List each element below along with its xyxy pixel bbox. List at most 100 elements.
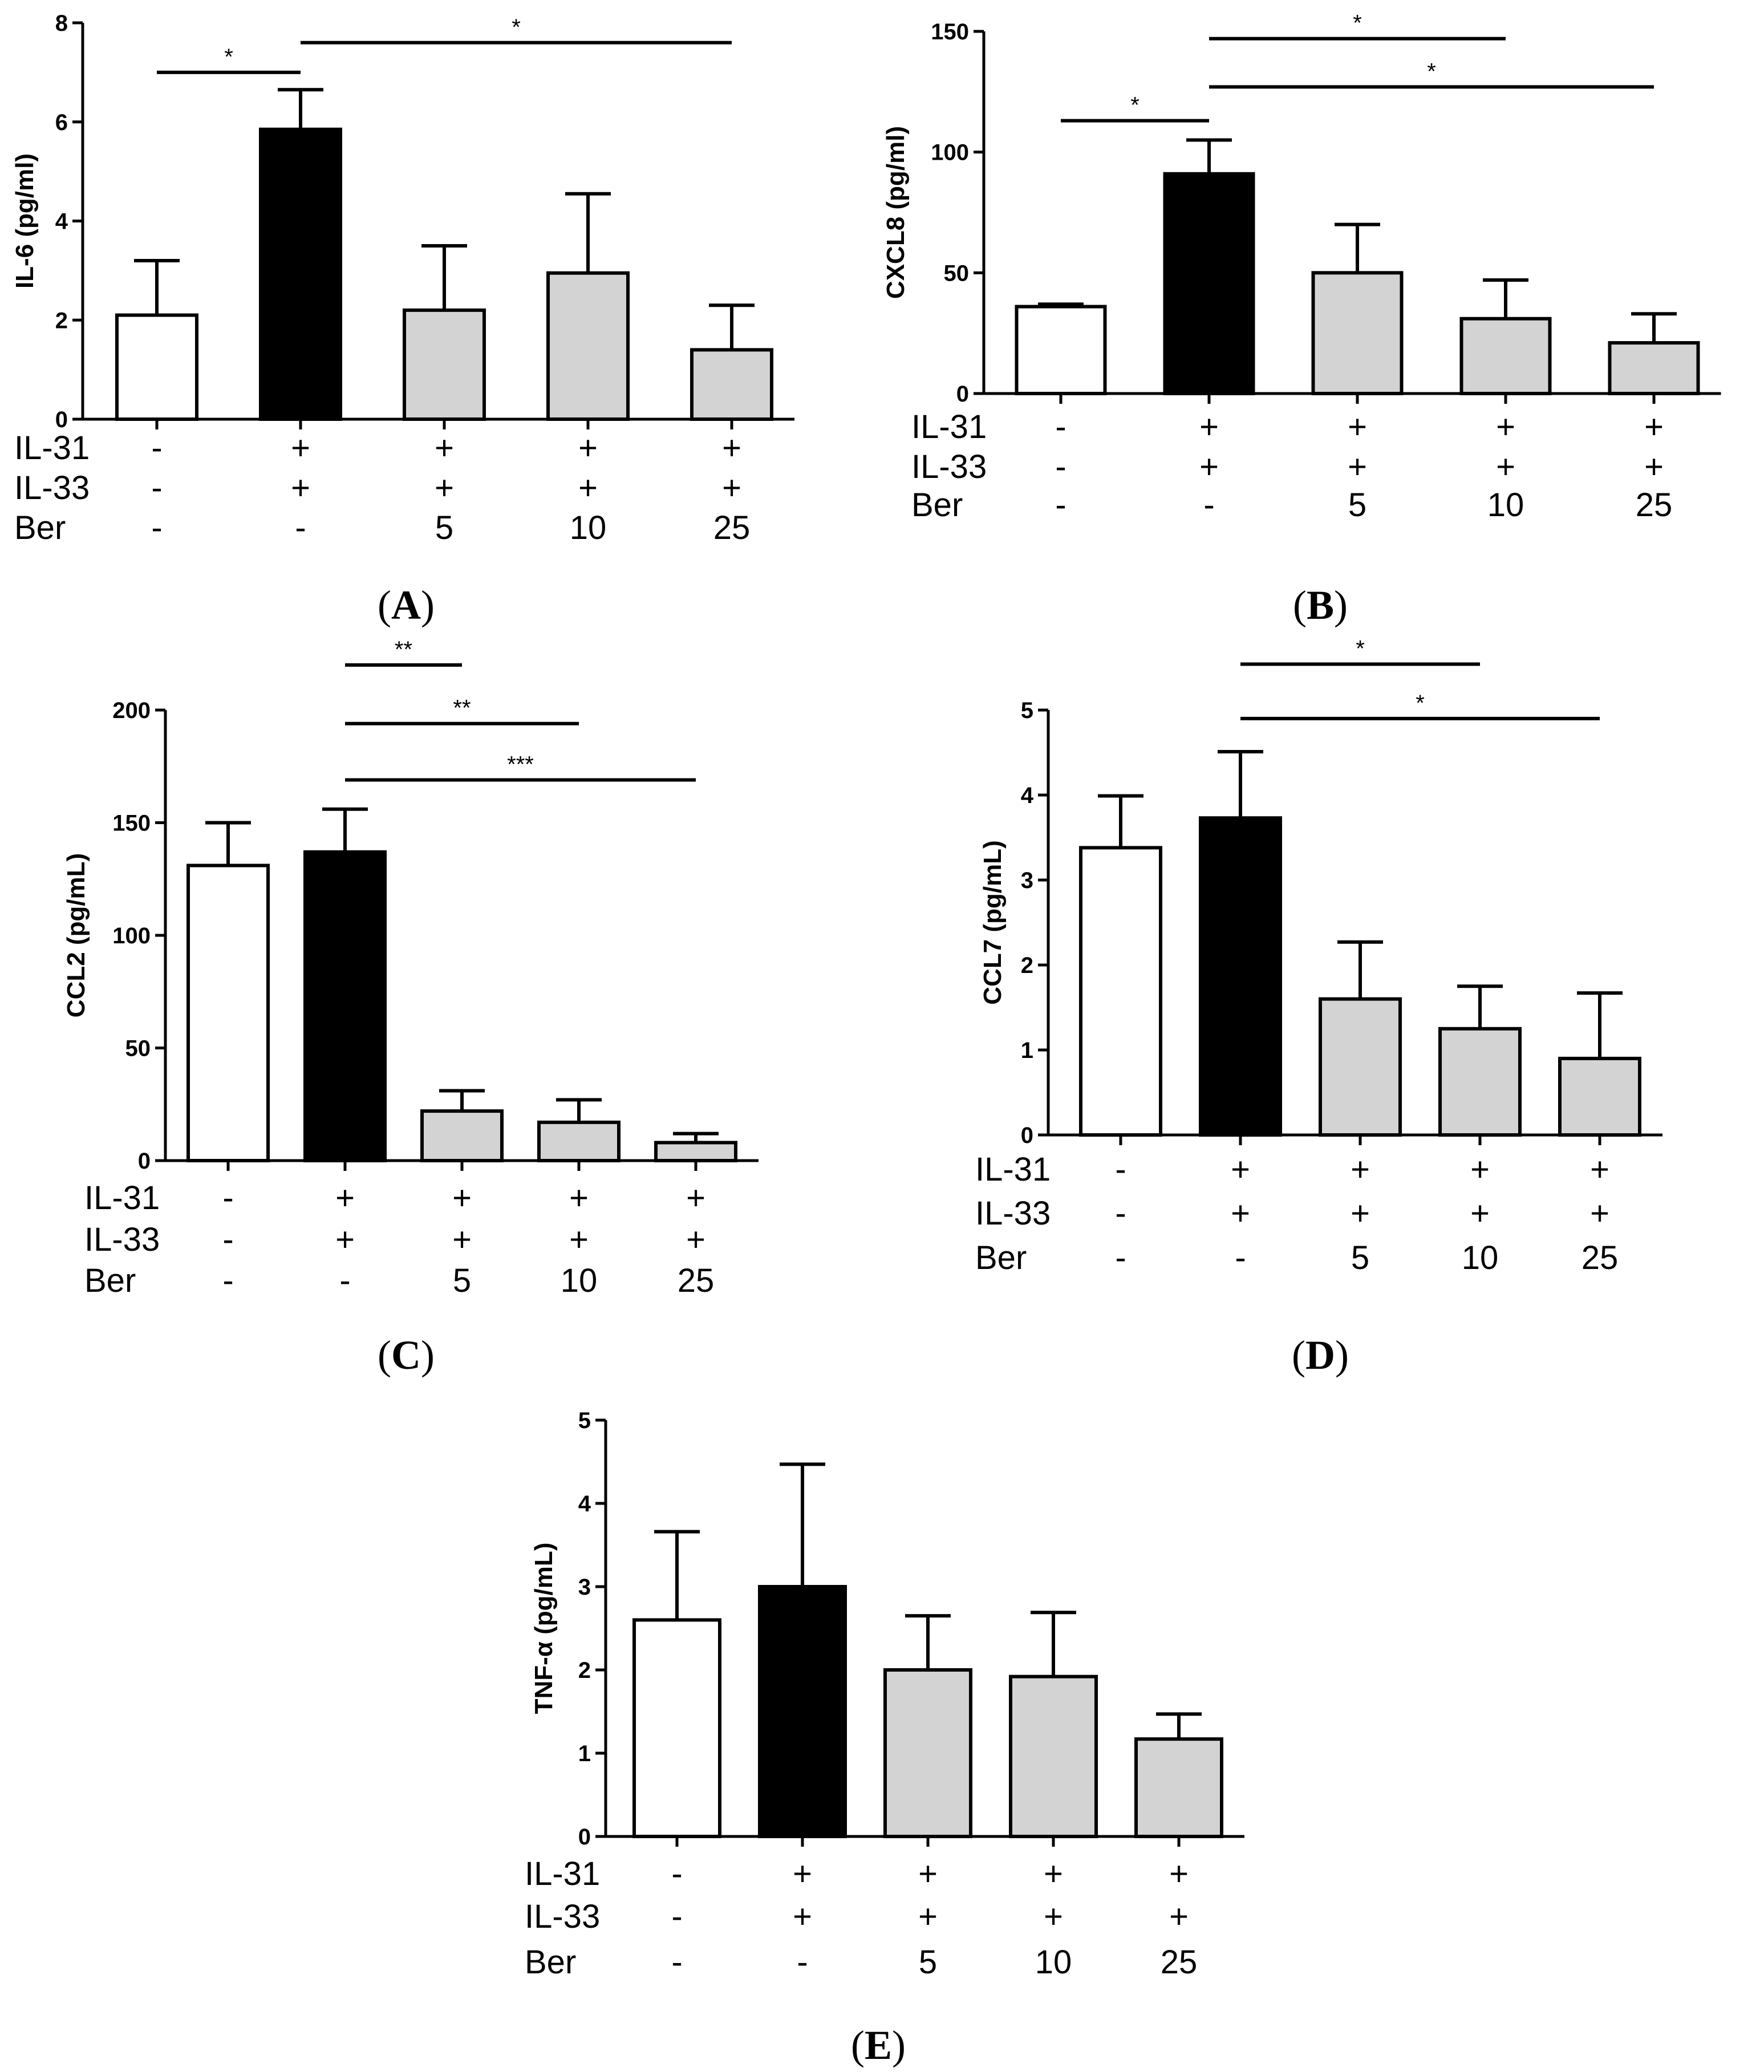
condition-value: 25 [1581,1239,1619,1276]
condition-value: + [918,1855,938,1892]
condition-value: + [793,1898,812,1935]
condition-value: - [151,469,162,506]
y-tick-label: 8 [55,11,68,36]
significance-label: * [1356,636,1365,662]
significance-label: * [1130,93,1139,118]
panel-d: 0 1 2 3 4 5 CCL7 (pg/mL) * * IL-31 - + + + + IL-33 - + + + +… [975,636,1662,1378]
y-tick-label: 100 [112,923,151,948]
y-tick-label: 0 [1021,1123,1033,1148]
panel-e: 0 1 2 3 4 5 TNF-α (pg/mL) IL-31 - + + + + IL-33 - + + + + B… [525,1408,1244,2068]
bar-ber-25 [654,1141,737,1163]
condition-value: + [578,429,598,467]
condition-value: - [222,1179,233,1217]
condition-value: 10 [1487,486,1524,524]
y-tick-label: 4 [1021,783,1034,808]
condition-value: 25 [1636,486,1673,524]
condition-row-label: IL-33 [525,1898,600,1935]
condition-value: 10 [1035,1944,1072,1981]
condition-value: + [291,469,310,506]
y-tick-label: 6 [55,110,68,135]
condition-value: + [335,1179,355,1217]
y-tick-label: 150 [112,811,151,836]
bar-control [1015,305,1107,395]
y-tick-label: 5 [578,1408,591,1433]
condition-row-label: Ber [14,509,66,546]
condition-row-label: Ber [911,486,963,524]
y-tick-label: 0 [956,382,969,407]
condition-row-label: IL-33 [14,469,90,506]
condition-value: 25 [678,1262,715,1299]
bar-ber-5 [403,308,486,421]
panel-caption: (A) [378,582,435,628]
condition-value: + [452,1221,472,1258]
bar-il-31-il-33 [303,850,387,1162]
bar-ber-5 [1319,997,1402,1137]
condition-value: - [1203,486,1214,524]
condition-value: 10 [1462,1239,1499,1276]
condition-value: + [435,429,454,467]
condition-value: + [722,429,741,467]
y-tick-label: 4 [578,1491,591,1517]
y-tick-label: 2 [1021,953,1033,978]
y-tick-label: 50 [125,1036,151,1061]
condition-value: + [1470,1151,1490,1188]
condition-value: 25 [1161,1944,1198,1981]
bar-control [632,1618,721,1838]
condition-value: - [151,509,162,546]
condition-value: + [1351,1195,1370,1232]
condition-value: + [435,469,454,506]
condition-value: - [671,1855,682,1892]
condition-value: - [1055,408,1066,445]
panel-caption: (C) [378,1332,435,1378]
condition-value: + [1169,1898,1189,1935]
condition-value: + [1590,1151,1609,1188]
y-axis-label: CCL2 (pg/mL) [62,853,90,1017]
condition-value: + [918,1898,938,1935]
condition-value: - [222,1262,233,1299]
bar-il-31-il-33 [1199,816,1282,1137]
y-tick-label: 5 [1021,698,1033,723]
condition-value: + [1470,1195,1490,1232]
y-tick-label: 50 [944,261,970,286]
condition-row-label: Ber [84,1262,136,1299]
condition-value: - [797,1944,808,1981]
bar-ber-10 [546,271,630,421]
condition-value: - [1115,1239,1126,1276]
bar-il-31-il-33 [758,1585,847,1838]
condition-row-label: IL-33 [84,1221,160,1258]
y-axis-label: CCL7 (pg/mL) [979,840,1007,1004]
condition-value: + [1644,408,1664,445]
bar-ber-10 [1009,1674,1098,1838]
significance-label: * [1353,11,1362,36]
condition-value: + [1199,448,1219,485]
condition-value: + [1169,1855,1189,1892]
y-tick-label: 100 [931,140,969,165]
condition-row-label: IL-31 [911,408,987,445]
condition-value: + [686,1221,705,1258]
bar-control [115,313,198,421]
y-tick-label: 1 [578,1741,591,1766]
panel-caption: (D) [1292,1332,1349,1378]
condition-value: + [1644,448,1664,485]
bar-ber-10 [1438,1027,1522,1137]
condition-row-label: IL-31 [975,1151,1051,1188]
significance-label: *** [507,752,534,777]
condition-value: - [671,1944,682,1981]
condition-value: 5 [435,509,453,546]
condition-value: - [295,509,306,546]
y-tick-label: 200 [112,698,151,723]
significance-label: * [224,44,233,70]
y-tick-label: 0 [55,407,68,432]
condition-value: - [1115,1195,1126,1232]
condition-value: + [1199,408,1219,445]
condition-value: - [1055,486,1066,524]
bar-ber-25 [1134,1737,1223,1838]
y-tick-label: 2 [578,1658,591,1683]
bar-ber-5 [1311,271,1404,396]
bar-ber-10 [537,1120,621,1162]
panel-caption: (B) [1293,582,1348,628]
y-tick-label: 4 [55,209,68,234]
condition-value: 25 [713,509,751,546]
condition-value: + [578,469,598,506]
